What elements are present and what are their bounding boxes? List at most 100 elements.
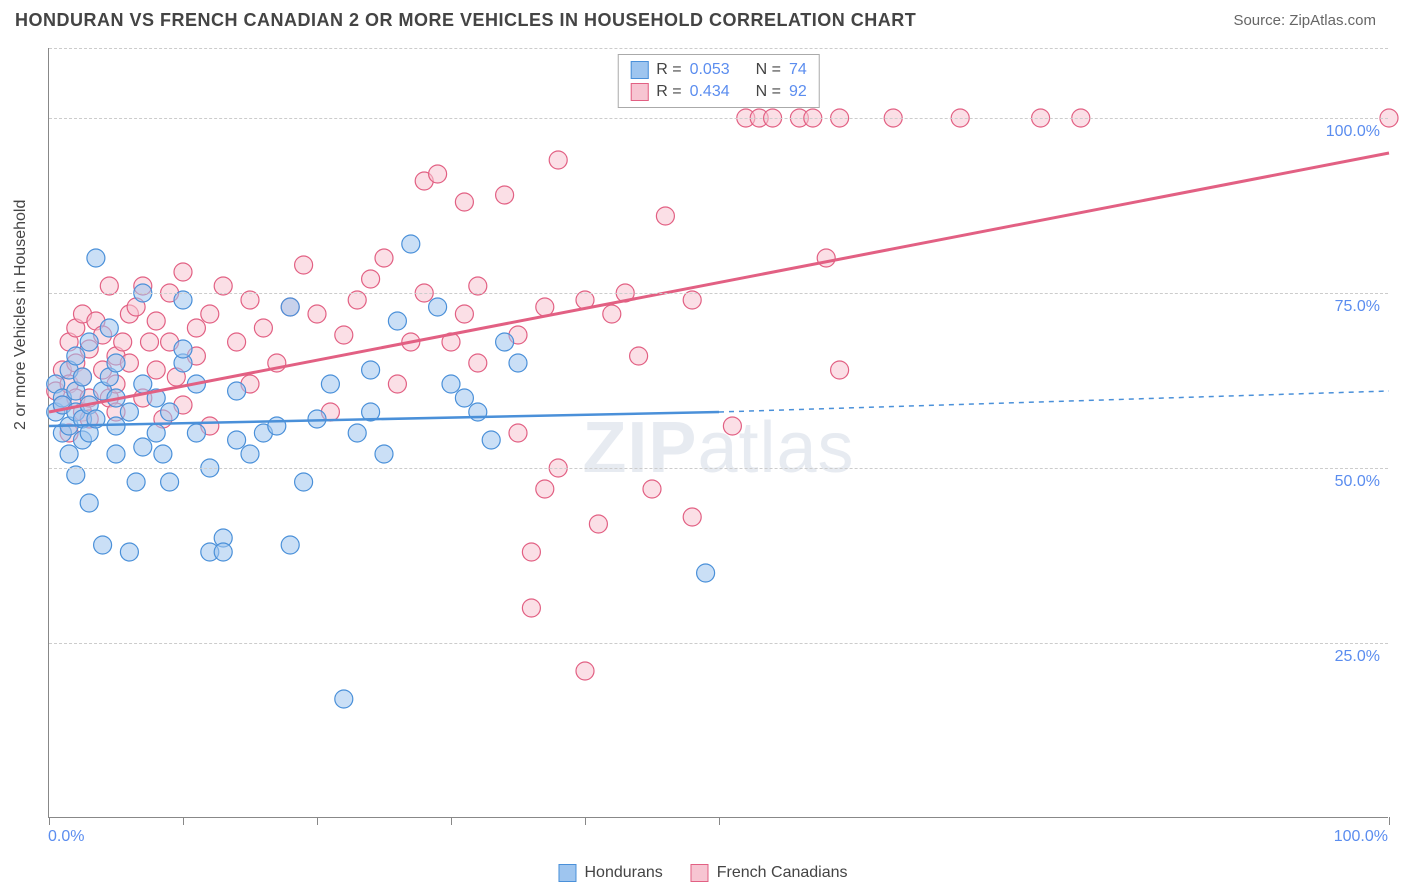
data-point: [656, 207, 674, 225]
data-point: [429, 298, 447, 316]
x-tick: [719, 817, 720, 825]
y-tick-label: 25.0%: [1335, 648, 1380, 666]
data-point: [174, 340, 192, 358]
swatch-pink: [691, 864, 709, 882]
y-tick-label: 50.0%: [1335, 473, 1380, 491]
chart-title: HONDURAN VS FRENCH CANADIAN 2 OR MORE VE…: [15, 10, 916, 31]
data-point: [161, 473, 179, 491]
data-point: [683, 508, 701, 526]
data-point: [241, 445, 259, 463]
swatch-blue: [630, 61, 648, 79]
gridline-h: [49, 468, 1388, 469]
data-point: [80, 333, 98, 351]
data-point: [147, 361, 165, 379]
data-point: [281, 536, 299, 554]
source-attribution: Source: ZipAtlas.com: [1233, 12, 1376, 29]
r-value-hondurans: 0.053: [690, 61, 730, 79]
data-point: [536, 480, 554, 498]
data-point: [375, 249, 393, 267]
data-point: [147, 424, 165, 442]
data-point: [134, 438, 152, 456]
data-point: [60, 445, 78, 463]
data-point: [697, 564, 715, 582]
x-tick: [585, 817, 586, 825]
data-point: [831, 361, 849, 379]
n-label: N =: [756, 83, 781, 101]
data-point: [455, 389, 473, 407]
data-point: [496, 333, 514, 351]
plot-area: ZIPatlas R = 0.053 N = 74 R = 0.434 N = …: [48, 48, 1388, 818]
data-point: [362, 270, 380, 288]
swatch-pink: [630, 83, 648, 101]
data-point: [94, 536, 112, 554]
n-label: N =: [756, 61, 781, 79]
data-point: [482, 431, 500, 449]
data-point: [549, 151, 567, 169]
data-point: [127, 473, 145, 491]
data-point: [74, 368, 92, 386]
y-axis-label: 2 or more Vehicles in Household: [12, 200, 30, 430]
swatch-blue: [558, 864, 576, 882]
data-point: [80, 494, 98, 512]
data-point: [228, 333, 246, 351]
n-value-hondurans: 74: [789, 61, 807, 79]
r-label: R =: [656, 61, 681, 79]
data-point: [469, 354, 487, 372]
data-point: [308, 305, 326, 323]
data-point: [174, 263, 192, 281]
data-point: [308, 410, 326, 428]
data-point: [107, 445, 125, 463]
data-point: [100, 319, 118, 337]
stats-row-hondurans: R = 0.053 N = 74: [630, 59, 807, 81]
data-point: [442, 375, 460, 393]
data-point: [107, 354, 125, 372]
data-point: [522, 543, 540, 561]
data-point: [509, 424, 527, 442]
data-point: [643, 480, 661, 498]
n-value-french: 92: [789, 83, 807, 101]
x-axis-labels: 0.0% 100.0%: [48, 828, 1388, 846]
data-point: [589, 515, 607, 533]
x-min-label: 0.0%: [48, 828, 84, 846]
x-max-label: 100.0%: [1334, 828, 1388, 846]
data-point: [134, 375, 152, 393]
data-point: [87, 249, 105, 267]
data-point: [187, 424, 205, 442]
data-point: [429, 165, 447, 183]
data-point: [522, 599, 540, 617]
data-point: [187, 319, 205, 337]
data-point: [295, 256, 313, 274]
data-point: [321, 375, 339, 393]
data-point: [375, 445, 393, 463]
scatter-plot-svg: [49, 48, 1388, 817]
x-tick: [317, 817, 318, 825]
data-point: [120, 403, 138, 421]
x-tick: [49, 817, 50, 825]
data-point: [630, 347, 648, 365]
x-tick: [451, 817, 452, 825]
data-point: [107, 417, 125, 435]
r-label: R =: [656, 83, 681, 101]
data-point: [201, 305, 219, 323]
data-point: [268, 417, 286, 435]
data-point: [388, 375, 406, 393]
data-point: [455, 305, 473, 323]
gridline-h: [49, 48, 1388, 49]
x-tick: [1389, 817, 1390, 825]
gridline-h: [49, 118, 1388, 119]
stats-legend-box: R = 0.053 N = 74 R = 0.434 N = 92: [617, 54, 820, 108]
data-point: [228, 382, 246, 400]
gridline-h: [49, 293, 1388, 294]
data-point: [603, 305, 621, 323]
data-point: [723, 417, 741, 435]
data-point: [214, 543, 232, 561]
legend-item-french: French Canadians: [691, 864, 848, 882]
y-tick-label: 75.0%: [1335, 298, 1380, 316]
bottom-legend: Hondurans French Canadians: [558, 864, 847, 882]
gridline-h: [49, 643, 1388, 644]
data-point: [154, 445, 172, 463]
regression-line-hondurans: [49, 412, 719, 426]
data-point: [281, 298, 299, 316]
data-point: [141, 333, 159, 351]
data-point: [114, 333, 132, 351]
